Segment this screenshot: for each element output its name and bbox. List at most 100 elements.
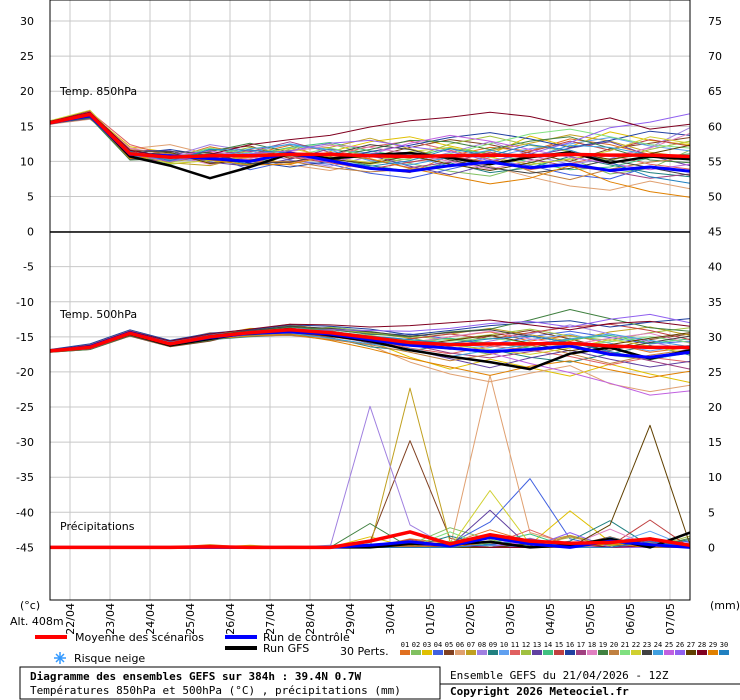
panel-label: Temp. 500hPa xyxy=(59,308,137,321)
member-legend-label: 07 xyxy=(467,641,475,649)
legend-label: Run de contrôle xyxy=(263,631,350,644)
member-legend-swatch xyxy=(499,650,509,655)
member-legend-label: 19 xyxy=(599,641,607,649)
member-legend-label: 03 xyxy=(423,641,431,649)
member-legend-label: 25 xyxy=(665,641,673,649)
altitude: Alt. 408m xyxy=(10,615,64,628)
member-legend-swatch xyxy=(587,650,597,655)
y2-tick-label: 45 xyxy=(708,226,722,239)
member-legend-label: 06 xyxy=(456,641,464,649)
member-legend-label: 30 xyxy=(720,641,728,649)
member-legend-label: 15 xyxy=(555,641,563,649)
y2-tick-label: 50 xyxy=(708,190,722,203)
labels: 302520151050-5-10-15-20-25-30-35-40-4575… xyxy=(16,15,729,655)
member-legend-label: 16 xyxy=(566,641,574,649)
y2-tick-label: 0 xyxy=(708,541,715,554)
member-legend-swatch xyxy=(598,650,608,655)
member-legend-swatch xyxy=(719,650,729,655)
y-tick-label: 20 xyxy=(20,85,34,98)
plot-lines xyxy=(49,109,691,550)
y-tick-label: -5 xyxy=(23,261,34,274)
x-tick-label: 02/05 xyxy=(464,603,477,635)
member-legend-label: 09 xyxy=(489,641,497,649)
y-tick-label: -10 xyxy=(16,296,34,309)
x-tick-label: 30/04 xyxy=(384,603,397,635)
y-tick-label: 10 xyxy=(20,155,34,168)
series-line xyxy=(49,118,691,191)
member-legend-swatch xyxy=(411,650,421,655)
member-legend-label: 27 xyxy=(687,641,695,649)
member-legend-label: 22 xyxy=(632,641,640,649)
series-line xyxy=(49,112,691,181)
member-legend-swatch xyxy=(400,650,410,655)
y-tick-label: -20 xyxy=(16,366,34,379)
plot-border xyxy=(49,0,691,601)
member-legend-label: 14 xyxy=(544,641,552,649)
y2-tick-label: 10 xyxy=(708,471,722,484)
member-legend-swatch xyxy=(675,650,685,655)
member-legend-swatch xyxy=(686,650,696,655)
copyright: Copyright 2026 Meteociel.fr xyxy=(450,685,629,698)
member-legend-swatch xyxy=(642,650,652,655)
y-tick-label: -35 xyxy=(16,471,34,484)
member-legend-label: 10 xyxy=(500,641,508,649)
member-legend-label: 13 xyxy=(533,641,541,649)
y-tick-label: 30 xyxy=(20,15,34,28)
member-legend-label: 23 xyxy=(643,641,651,649)
x-tick-label: 03/05 xyxy=(504,603,517,635)
x-tick-label: 25/04 xyxy=(184,603,197,635)
member-legend-swatch xyxy=(444,650,454,655)
member-legend-label: 18 xyxy=(588,641,596,649)
y-tick-label: -30 xyxy=(16,436,34,449)
legend-label: Run GFS xyxy=(263,642,309,655)
x-tick-label: 24/04 xyxy=(144,603,157,635)
y-tick-label: -25 xyxy=(16,401,34,414)
member-legend-swatch xyxy=(477,650,487,655)
panel-label: Précipitations xyxy=(60,520,135,533)
y2-tick-label: 70 xyxy=(708,50,722,63)
snow-icon xyxy=(54,652,66,664)
member-legend-swatch xyxy=(631,650,641,655)
series-line xyxy=(49,328,690,353)
member-legend-swatch xyxy=(554,650,564,655)
panel-label: Temp. 850hPa xyxy=(59,85,137,98)
chart-subtitle: Températures 850hPa et 500hPa (°C) , pré… xyxy=(30,684,401,697)
member-legend-swatch xyxy=(543,650,553,655)
member-legend-swatch xyxy=(653,650,663,655)
member-legend-swatch xyxy=(422,650,432,655)
member-legend-label: 28 xyxy=(698,641,706,649)
y2-tick-label: 5 xyxy=(708,506,715,519)
member-legend-label: 24 xyxy=(654,641,662,649)
y2-tick-label: 75 xyxy=(708,15,722,28)
member-legend-label: 11 xyxy=(511,641,519,649)
member-legend-label: 26 xyxy=(676,641,684,649)
y2-tick-label: 65 xyxy=(708,85,722,98)
member-legend-swatch xyxy=(510,650,520,655)
y2-tick-label: 15 xyxy=(708,436,722,449)
chart-title: Diagramme des ensembles GEFS sur 384h : … xyxy=(30,670,362,683)
y2-tick-label: 30 xyxy=(708,331,722,344)
y2-tick-label: 20 xyxy=(708,401,722,414)
y-tick-label: 25 xyxy=(20,50,34,63)
x-tick-label: 06/05 xyxy=(624,603,637,635)
y2-tick-label: 60 xyxy=(708,120,722,133)
x-tick-label: 27/04 xyxy=(264,603,277,635)
y-tick-label: -15 xyxy=(16,331,34,344)
y2-unit: (mm) xyxy=(710,599,740,612)
member-legend-swatch xyxy=(576,650,586,655)
x-tick-label: 22/04 xyxy=(64,603,77,635)
y2-tick-label: 35 xyxy=(708,296,722,309)
member-legend-swatch xyxy=(664,650,674,655)
member-legend-swatch xyxy=(466,650,476,655)
x-tick-label: 01/05 xyxy=(424,603,437,635)
y-tick-label: -45 xyxy=(16,541,34,554)
member-legend-swatch xyxy=(609,650,619,655)
y-tick-label: 0 xyxy=(27,226,34,239)
members-label: 30 Perts. xyxy=(340,645,389,658)
series-line xyxy=(49,111,691,179)
x-tick-label: 05/05 xyxy=(584,603,597,635)
member-legend-swatch xyxy=(697,650,707,655)
y2-tick-label: 40 xyxy=(708,261,722,274)
series-line xyxy=(49,319,691,351)
